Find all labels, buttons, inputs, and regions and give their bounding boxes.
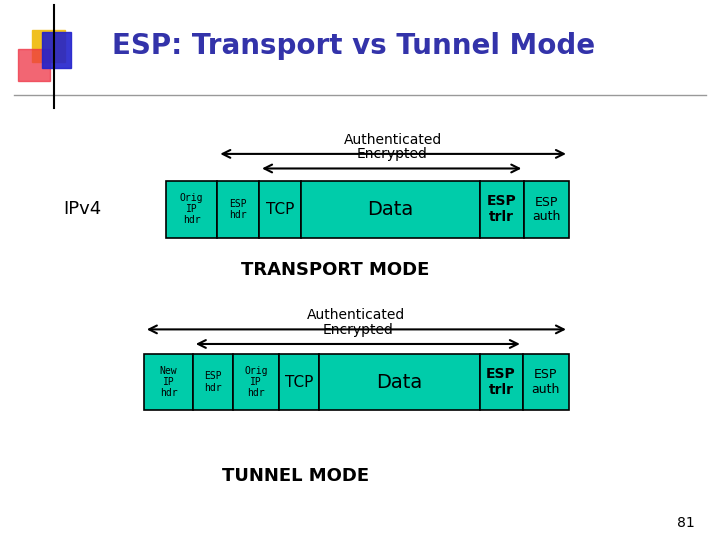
Text: ESP: Transport vs Tunnel Mode: ESP: Transport vs Tunnel Mode [112,32,595,60]
Bar [259,181,301,238]
Text: ESP
auth: ESP auth [532,195,561,223]
Text: Data: Data [367,200,413,219]
Bar [524,181,569,238]
Text: New
IP
hdr: New IP hdr [160,366,177,399]
Bar [279,354,319,410]
Text: Encrypted: Encrypted [323,323,393,337]
Text: ESP
trlr: ESP trlr [487,194,517,224]
Text: ESP
hdr: ESP hdr [204,372,222,393]
Bar [523,354,569,410]
Text: ESP
auth: ESP auth [531,368,560,396]
Text: ESP
hdr: ESP hdr [230,199,247,220]
Bar [217,181,259,238]
Bar [166,181,217,238]
Text: Authenticated: Authenticated [307,308,405,322]
Bar [18,49,50,81]
Text: TCP: TCP [266,202,294,217]
Text: Authenticated: Authenticated [344,133,442,147]
Text: TUNNEL MODE: TUNNEL MODE [222,467,369,485]
Bar [233,354,279,410]
Text: ESP
trlr: ESP trlr [486,367,516,397]
Text: 81: 81 [677,516,695,530]
Bar [144,354,193,410]
Text: Orig
IP
hdr: Orig IP hdr [244,366,268,399]
Text: Orig
IP
hdr: Orig IP hdr [180,193,203,226]
Bar [319,354,480,410]
Bar [480,181,524,238]
Bar [42,32,71,68]
Bar [32,30,65,62]
Bar [193,354,233,410]
Text: TRANSPORT MODE: TRANSPORT MODE [240,261,429,279]
Bar [480,354,523,410]
Text: Data: Data [376,373,423,392]
Text: Encrypted: Encrypted [356,147,427,161]
Text: TCP: TCP [285,375,313,389]
Bar [301,181,480,238]
Text: IPv4: IPv4 [63,200,102,218]
